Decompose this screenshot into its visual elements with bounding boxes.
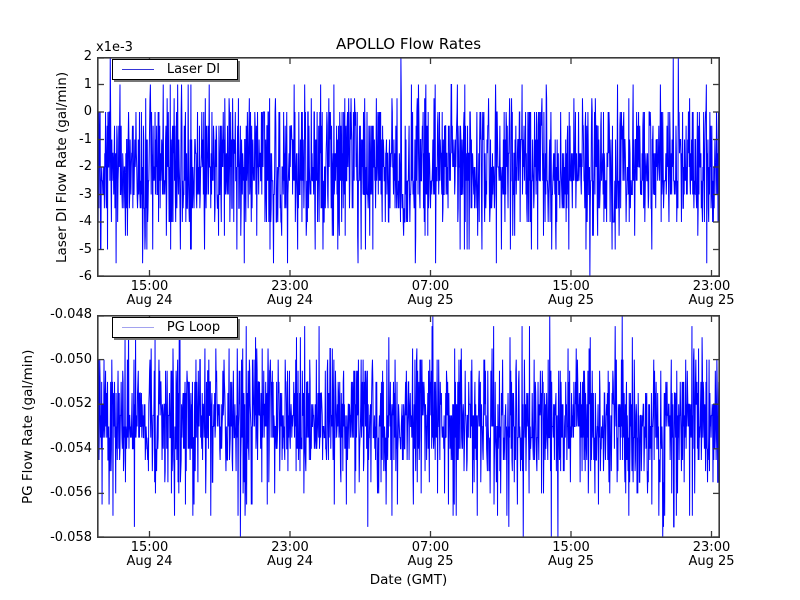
- x-tick-label: 23:00 Aug 24: [266, 540, 314, 569]
- axes-spines: [97, 57, 720, 277]
- x-tick-label: 15:00 Aug 24: [126, 540, 173, 569]
- pg-plot-area: [97, 315, 720, 538]
- laser-di-plot-area: [97, 57, 720, 277]
- x-tick-label: 07:00 Aug 25: [407, 279, 454, 308]
- x-tick-label: 07:00 Aug 25: [407, 540, 454, 569]
- y-tick-label: -0.058: [50, 530, 92, 545]
- x-tick-label: 23:00 Aug 24: [266, 279, 314, 308]
- y-tick-label: -3: [79, 186, 92, 202]
- legend-label: PG Loop: [166, 320, 221, 335]
- legend-line-sample: [122, 327, 154, 328]
- y-axis-offset-label: x1e-3: [96, 40, 133, 55]
- pg-y-axis-label: PG Flow Rate (gal/min): [20, 349, 36, 504]
- legend-label: Laser DI: [166, 62, 221, 77]
- y-tick-label: -5: [79, 241, 92, 257]
- y-tick-label: -0.050: [50, 351, 92, 367]
- y-tick-label: -0.054: [50, 440, 92, 456]
- y-tick-label: -0.052: [50, 396, 92, 412]
- y-tick-label: -2: [79, 159, 92, 174]
- signal-line: [97, 57, 720, 277]
- axes-spines: [97, 315, 720, 538]
- y-tick-label: -0.056: [50, 485, 92, 501]
- x-axis-label: Date (GMT): [369, 572, 448, 588]
- x-tick-label: 23:00 Aug 25: [688, 279, 735, 308]
- y-tick-label: 0: [83, 104, 92, 119]
- y-tick-label: -6: [79, 269, 92, 284]
- y-tick-label: -0.048: [50, 307, 92, 322]
- x-tick-label: 15:00 Aug 25: [547, 540, 595, 569]
- x-tick-label: 23:00 Aug 25: [688, 540, 735, 569]
- y-tick-label: 2: [83, 49, 92, 64]
- legend-line-sample: [122, 69, 154, 70]
- y-tick-label: 1: [83, 76, 92, 92]
- pg-loop-legend: PG Loop: [112, 317, 238, 338]
- laser-di-legend: Laser DI: [112, 59, 238, 80]
- x-tick-label: 15:00 Aug 25: [547, 279, 595, 308]
- x-tick-label: 15:00 Aug 24: [126, 279, 173, 308]
- y-tick-label: -1: [79, 131, 92, 147]
- chart-title: APOLLO Flow Rates: [335, 35, 482, 53]
- signal-line: [97, 315, 720, 538]
- y-tick-label: -4: [79, 214, 92, 229]
